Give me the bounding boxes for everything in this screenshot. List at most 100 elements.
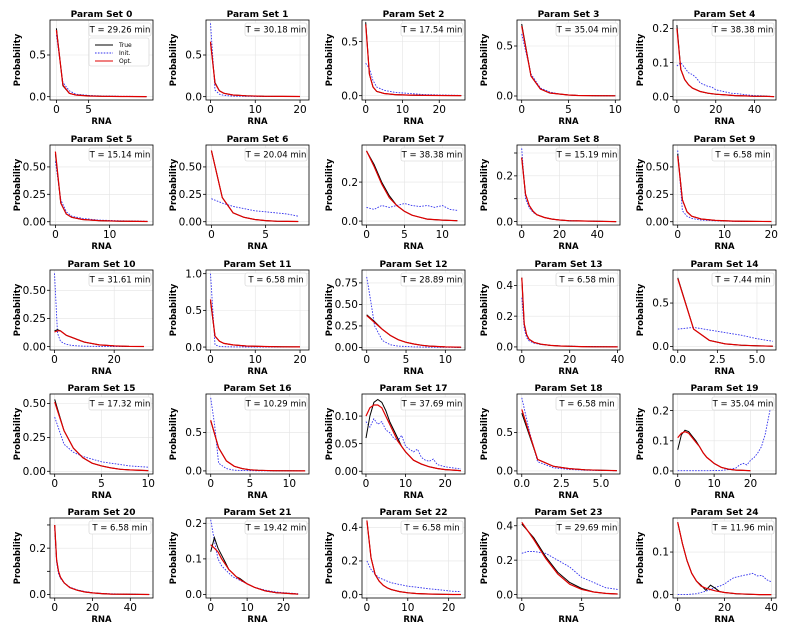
legend-label-opt: Opt. (119, 58, 132, 65)
axes-frame (361, 517, 466, 599)
y-tick-label: 0.0 (652, 466, 669, 478)
y-tick-label: 0.25 (23, 189, 46, 201)
y-tick-label: 0.50 (179, 162, 202, 174)
x-tick-label: 0 (52, 229, 59, 241)
annotation-box (88, 520, 152, 535)
panel-1: 0 10 20 0.0 0.5 Param Set 1 RNA Probability T = … (169, 10, 310, 127)
x-tick-label: 10 (142, 478, 155, 490)
series-line-opt (55, 29, 147, 98)
annotation-box (711, 272, 775, 287)
panel-21: 0 10 20 0.0 0.1 0.2 Param Set 21 RNA Probability… (169, 508, 310, 625)
y-tick-label: 0.00 (23, 466, 46, 478)
x-tick-label: 40 (591, 229, 604, 241)
series-line-opt (365, 24, 462, 97)
annotation-box (555, 396, 619, 411)
y-tick-label: 0.0 (29, 589, 46, 601)
x-tick-label: 20 (86, 602, 99, 614)
legend-label-init: Init. (119, 50, 131, 57)
x-axis-label: RNA (247, 117, 268, 127)
series-line-opt (54, 401, 149, 472)
x-tick-label: 0 (207, 478, 214, 490)
x-axis-label: RNA (714, 242, 735, 252)
annotation-box (244, 396, 308, 411)
y-tick-label: 1.0 (185, 268, 202, 280)
annotation-box (555, 147, 619, 162)
x-tick-label: 5 (247, 478, 254, 490)
y-axis-label: Probability (480, 33, 490, 86)
annotation-text: T = 6.58 min (558, 400, 614, 410)
panel-title: Param Set 6 (227, 135, 289, 145)
x-axis-label: RNA (714, 491, 735, 501)
panel-13: 0 20 40 0.0 0.2 0.4 Param Set 13 RNA Probability… (480, 260, 624, 377)
x-tick-label: 40 (611, 354, 624, 366)
y-tick-label: 0.4 (496, 280, 513, 292)
panel-title: Param Set 9 (694, 135, 756, 145)
y-tick-label: 0.0 (496, 91, 513, 103)
annotation-box (400, 272, 464, 287)
annotation-box (88, 272, 152, 287)
x-tick-label: 0 (363, 354, 370, 366)
panel-5: 0 10 0.00 0.25 0.50 Param Set 5 RNA Probability… (13, 135, 154, 252)
y-tick-label: 0.0 (496, 342, 513, 354)
series-line-opt (521, 409, 617, 472)
axes-frame (205, 517, 310, 599)
x-axis-label: RNA (558, 615, 579, 625)
series-line-opt (209, 299, 301, 348)
annotation-box (244, 520, 308, 535)
x-tick-label: 0 (518, 354, 525, 366)
y-tick-label: 0.4 (341, 522, 358, 534)
y-tick-label: 0.2 (652, 405, 669, 417)
annotation-box (88, 396, 152, 411)
x-tick-label: 10 (249, 104, 262, 116)
panel-title: Param Set 12 (380, 260, 448, 270)
series-line-init (366, 560, 461, 593)
annotation-text: T = 29.69 min (556, 524, 618, 534)
panel-9: 0 10 20 0.00 0.25 0.50 Param Set 9 RNA Probabili… (636, 135, 778, 252)
axes-frame (516, 393, 621, 475)
x-axis-label: RNA (558, 491, 579, 501)
y-tick-label: 0.5 (29, 50, 46, 62)
y-tick-label: 0.0 (496, 589, 513, 601)
panel-title: Param Set 10 (68, 260, 136, 270)
x-tick-label: 40 (765, 602, 778, 614)
series-line-opt (366, 315, 462, 348)
x-axis-label: RNA (714, 367, 735, 377)
annotation-box (244, 272, 308, 287)
x-axis-label: RNA (714, 615, 735, 625)
x-tick-label: 40 (748, 104, 761, 116)
panel-title: Param Set 15 (68, 384, 136, 394)
x-tick-label: 5 (565, 104, 572, 116)
y-tick-label: 0.25 (23, 432, 46, 444)
y-axis-label: Probability (13, 283, 23, 336)
annotation-box (711, 147, 775, 162)
series-line-true (521, 157, 617, 223)
y-axis-label: Probability (169, 158, 179, 211)
y-axis-label: Probability (169, 531, 179, 584)
annotation-text: T = 20.04 min (245, 151, 307, 161)
annotation-box (555, 520, 619, 535)
panel-24: 0 20 40 0.0 0.1 Param Set 24 RNA Probability T =… (636, 508, 778, 625)
panel-title: Param Set 1 (227, 10, 289, 20)
annotation-text: T = 38.38 min (712, 26, 774, 36)
x-axis-label: RNA (247, 367, 268, 377)
y-tick-label: 0.0 (496, 466, 513, 478)
series-line-init (54, 529, 150, 595)
x-axis-label: RNA (247, 491, 268, 501)
x-tick-label: 0.0 (513, 478, 530, 490)
x-tick-label: 20 (439, 478, 452, 490)
y-tick-label: 0.00 (646, 216, 669, 228)
x-tick-label: 10 (240, 602, 253, 614)
y-axis-label: Probability (636, 33, 646, 86)
y-axis-label: Probability (325, 407, 335, 460)
y-tick-label: 0.25 (179, 189, 202, 201)
y-tick-label: 0.25 (646, 189, 669, 201)
y-axis-label: Probability (13, 33, 23, 86)
panel-3: 0 5 10 0.0 0.5 Param Set 3 RNA Probability T = 3… (480, 10, 622, 127)
x-tick-label: 5.0 (593, 478, 610, 490)
x-tick-label: 0 (53, 104, 60, 116)
annotation-box (400, 520, 464, 535)
panel-title: Param Set 24 (691, 508, 759, 518)
x-tick-label: 0 (207, 354, 214, 366)
axes-frame (361, 144, 466, 226)
